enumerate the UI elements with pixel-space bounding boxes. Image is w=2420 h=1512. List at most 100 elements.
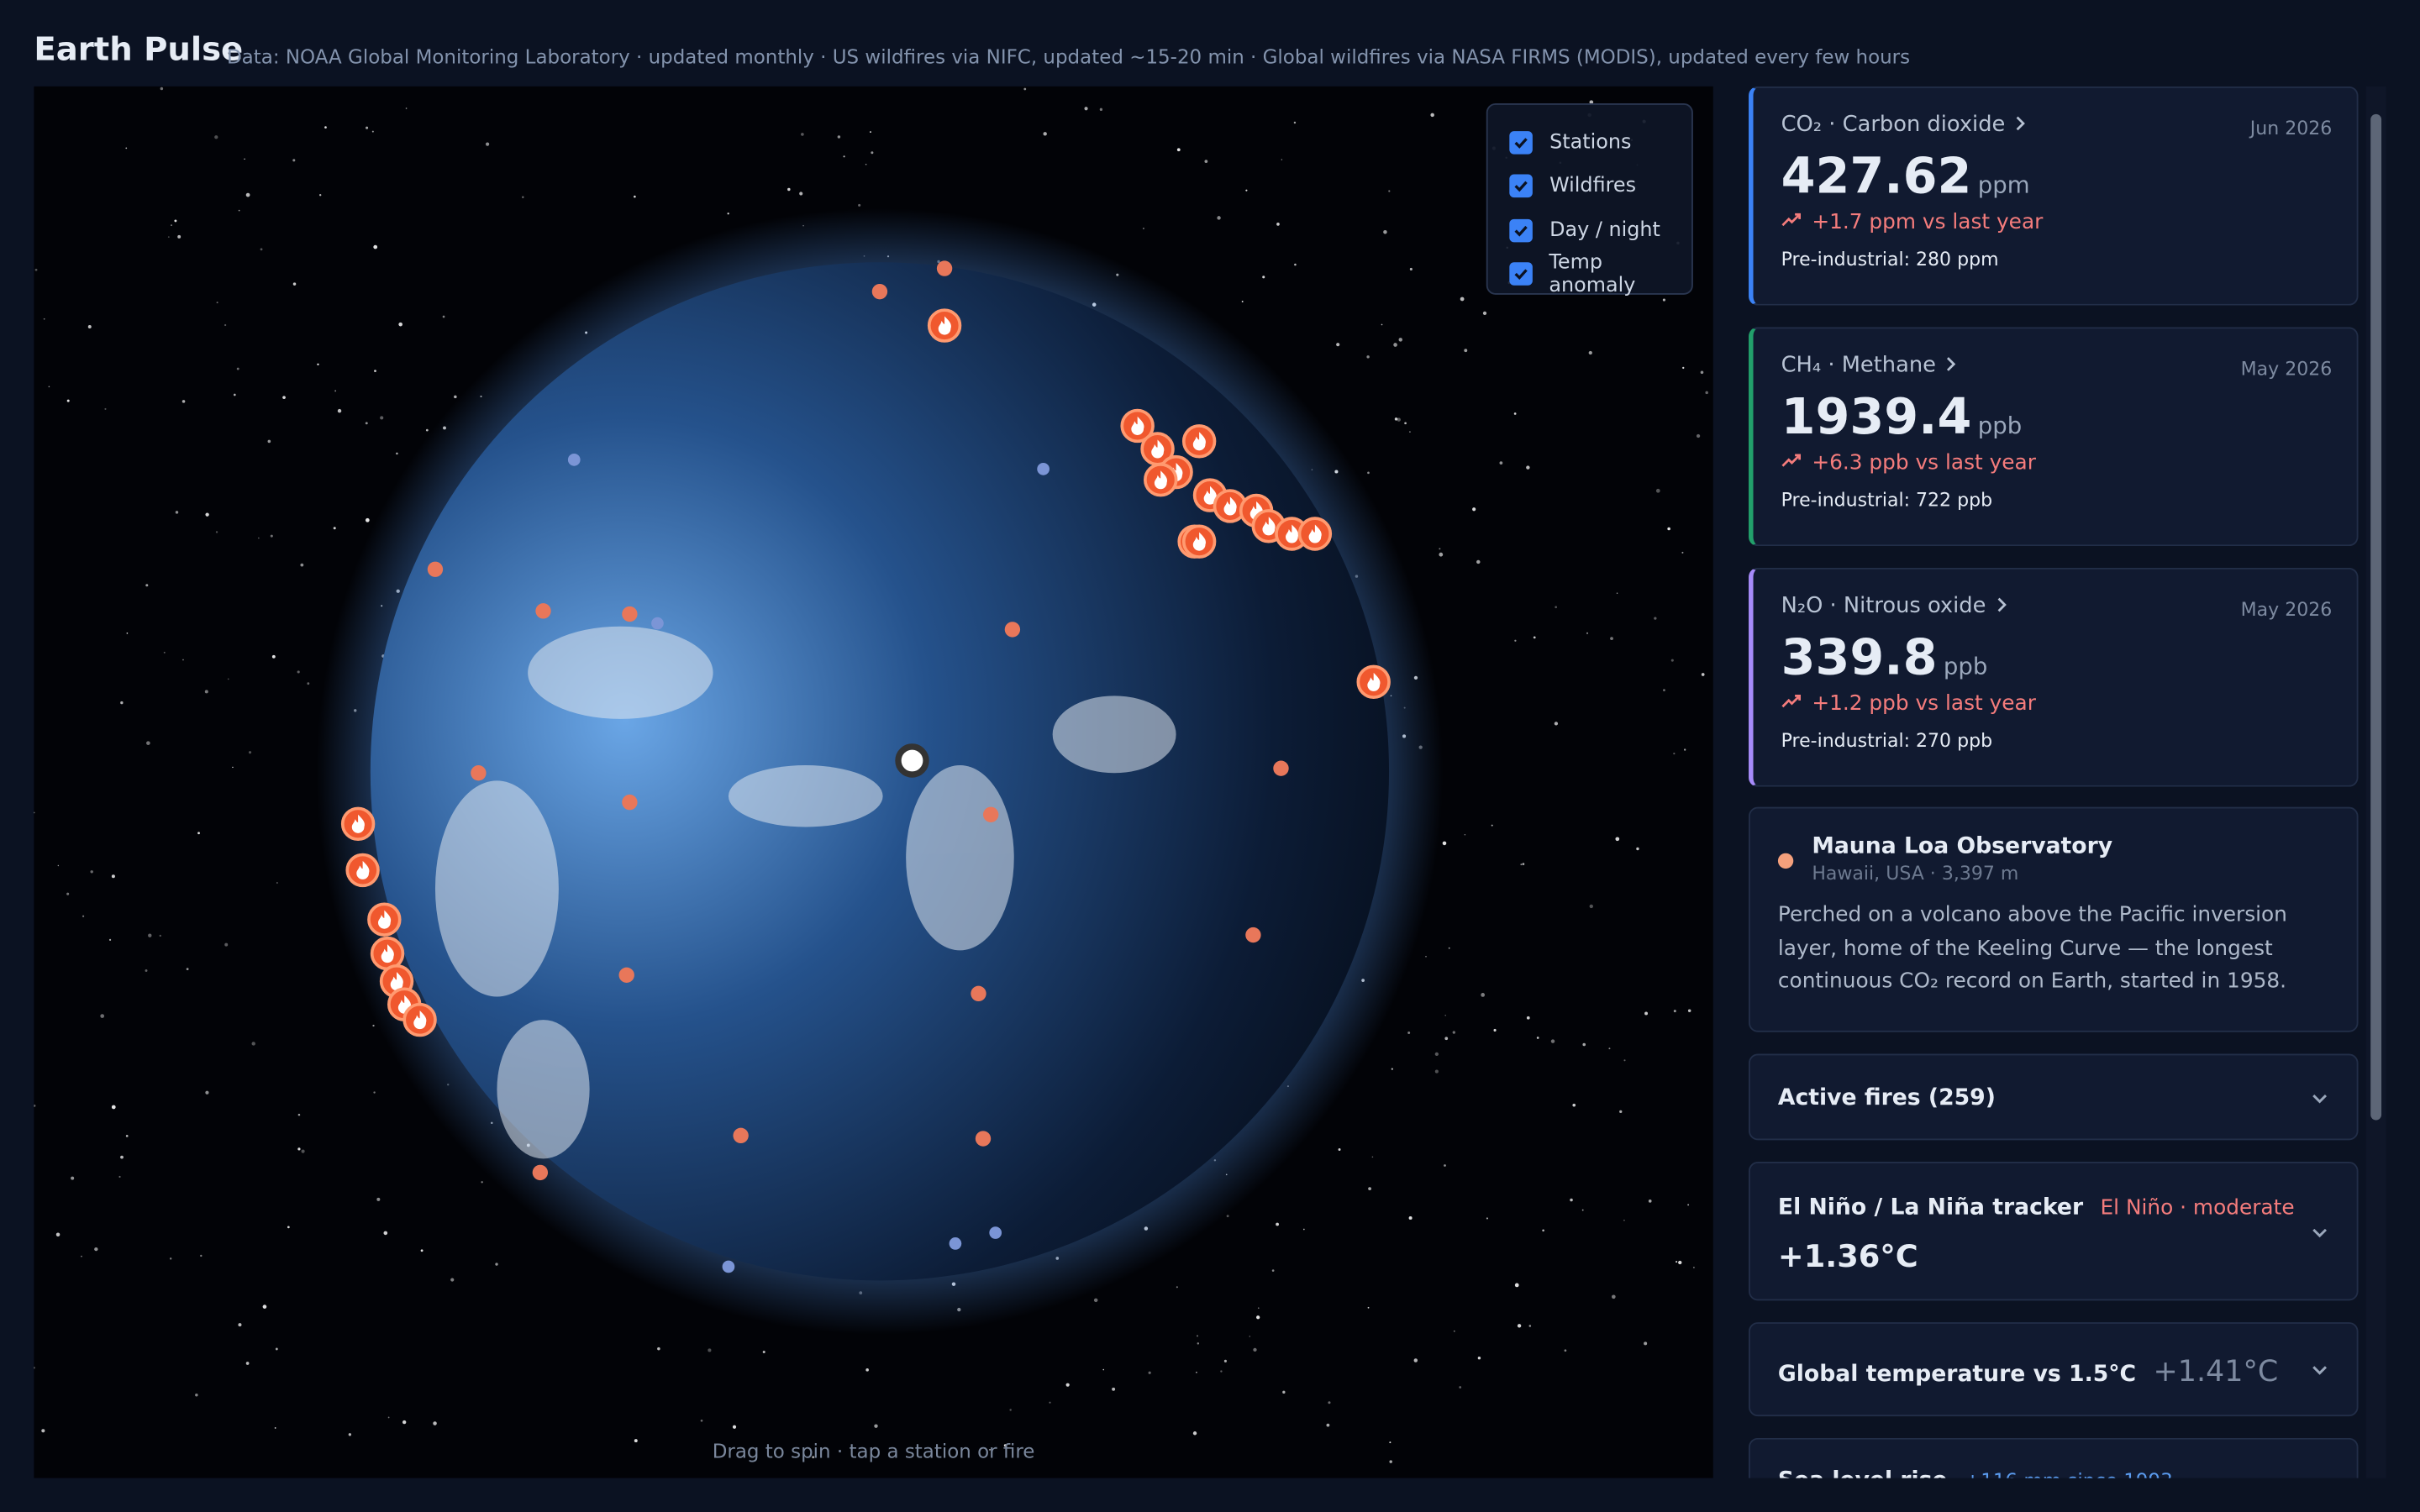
- star: [145, 969, 148, 972]
- metric-card[interactable]: CO₂ · Carbon dioxide Jun 2026 427.62 ppm +1.…: [1749, 86, 2359, 306]
- station-marker[interactable]: [427, 561, 444, 577]
- star: [1293, 121, 1297, 124]
- metric-card[interactable]: N₂O · Nitrous oxide May 2026 339.8 ppb +1.2 …: [1749, 567, 2359, 787]
- station-marker[interactable]: [567, 453, 581, 466]
- metric-date: Jun 2026: [2249, 117, 2333, 139]
- globe-view[interactable]: [34, 86, 1713, 1478]
- star: [874, 1424, 878, 1428]
- metric-value: 1939.4: [1781, 387, 1972, 446]
- star: [1476, 559, 1481, 564]
- metric-card[interactable]: CH₄ · Methane May 2026 1939.4 ppb +6.3 ppb v…: [1749, 327, 2359, 547]
- station-marker[interactable]: [471, 765, 487, 781]
- sea-level-section[interactable]: Sea level rise +116 mm since 1993: [1749, 1437, 2359, 1478]
- station-marker[interactable]: [1273, 760, 1289, 776]
- star: [1430, 113, 1434, 118]
- station-marker[interactable]: [936, 260, 953, 276]
- star: [812, 1456, 815, 1459]
- scrollbar[interactable]: [2365, 86, 2386, 1478]
- star: [1367, 471, 1370, 475]
- star: [1043, 132, 1047, 136]
- star: [1582, 1042, 1586, 1047]
- star: [111, 1105, 116, 1110]
- checkbox[interactable]: [1509, 175, 1533, 198]
- star: [238, 209, 240, 212]
- station-marker[interactable]: [1245, 927, 1261, 943]
- star: [1612, 1294, 1616, 1299]
- layer-toggle[interactable]: Temp anomaly: [1509, 251, 1691, 297]
- station-marker[interactable]: [871, 283, 888, 300]
- metric-value: 427.62: [1781, 146, 1972, 206]
- checkbox[interactable]: [1509, 262, 1533, 286]
- star: [333, 527, 336, 530]
- star: [1368, 1187, 1371, 1191]
- star: [1276, 1222, 1279, 1226]
- star: [870, 131, 871, 134]
- station-marker[interactable]: [971, 985, 986, 1002]
- star: [1644, 1341, 1648, 1346]
- star: [1526, 1016, 1530, 1020]
- station-marker[interactable]: [975, 1131, 992, 1147]
- station-marker[interactable]: [622, 606, 638, 622]
- star: [1673, 1010, 1676, 1013]
- station-marker[interactable]: [1037, 463, 1050, 475]
- station-marker[interactable]: [733, 1127, 749, 1144]
- layer-toggle[interactable]: Wildfires: [1509, 165, 1691, 208]
- fire-icon: [1192, 432, 1206, 451]
- star: [1256, 1315, 1260, 1320]
- star: [486, 142, 490, 146]
- star: [1294, 263, 1297, 266]
- star: [1522, 863, 1525, 865]
- station-marker[interactable]: [618, 967, 634, 983]
- star: [348, 1433, 352, 1436]
- scroll-thumb[interactable]: [2370, 113, 2382, 1121]
- star: [1670, 659, 1674, 662]
- selected-station[interactable]: [895, 743, 929, 778]
- star: [1093, 1298, 1098, 1303]
- star: [197, 832, 200, 835]
- checkbox[interactable]: [1509, 218, 1533, 242]
- star: [871, 151, 874, 155]
- star: [1610, 637, 1613, 641]
- star: [238, 1323, 242, 1327]
- star: [1555, 606, 1558, 609]
- star: [169, 1257, 172, 1260]
- layer-toggle[interactable]: Day / night: [1509, 208, 1691, 252]
- star: [82, 915, 85, 917]
- sea-level-clip: Sea level rise +116 mm since 1993: [1749, 1437, 2359, 1478]
- station-marker[interactable]: [949, 1237, 962, 1250]
- star: [1367, 1306, 1370, 1309]
- station-marker[interactable]: [532, 1164, 549, 1181]
- fire-icon: [1285, 524, 1299, 543]
- star: [762, 1351, 765, 1353]
- star: [1148, 1371, 1151, 1374]
- star: [843, 155, 845, 158]
- global-temp-section[interactable]: Global temperature vs 1.5°C +1.41°C: [1749, 1322, 2359, 1417]
- station-marker[interactable]: [722, 1260, 735, 1273]
- station-marker[interactable]: [1004, 622, 1021, 638]
- star: [214, 135, 218, 139]
- star: [258, 537, 260, 539]
- enso-section[interactable]: El Niño / La Niña tracker El Niño · mode…: [1749, 1162, 2359, 1301]
- station-marker[interactable]: [535, 603, 551, 619]
- star: [1687, 1204, 1690, 1206]
- station-marker[interactable]: [651, 617, 664, 630]
- star: [1623, 1219, 1625, 1221]
- star: [1683, 748, 1686, 751]
- chevron: [2312, 1366, 2327, 1375]
- star: [1444, 1164, 1446, 1167]
- metric-change: +6.3 ppb vs last year: [1781, 450, 2333, 475]
- star: [1176, 1286, 1178, 1289]
- star: [1486, 1217, 1488, 1220]
- star: [148, 933, 152, 937]
- station-marker[interactable]: [622, 794, 638, 811]
- checkbox[interactable]: [1509, 130, 1533, 155]
- star: [1586, 632, 1589, 634]
- star: [1049, 1401, 1051, 1404]
- station-marker[interactable]: [982, 806, 999, 822]
- star: [182, 400, 186, 403]
- star: [1514, 1283, 1519, 1288]
- fire-icon: [1131, 416, 1144, 435]
- station-marker[interactable]: [989, 1226, 1002, 1239]
- fires-section[interactable]: Active fires (259): [1749, 1053, 2359, 1141]
- layer-toggle[interactable]: Stations: [1509, 120, 1691, 164]
